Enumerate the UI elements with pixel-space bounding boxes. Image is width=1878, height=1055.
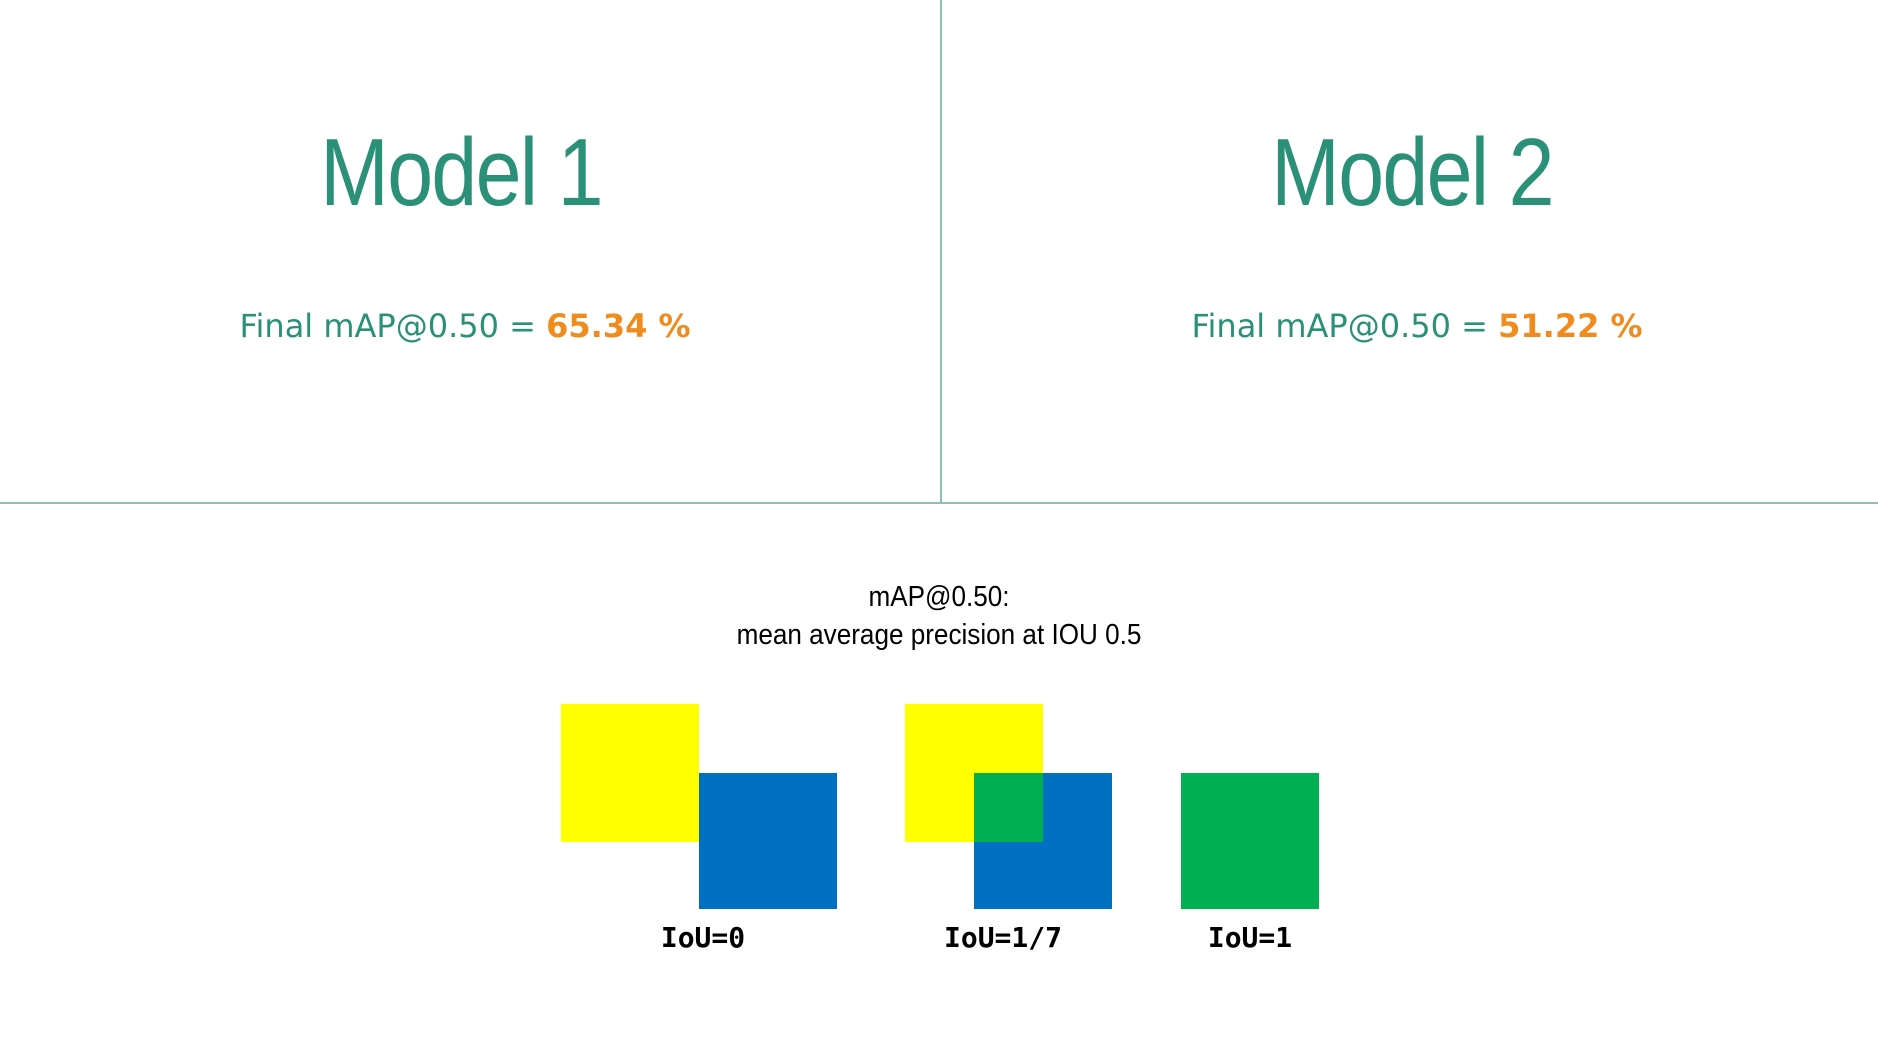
iou-partial-overlap bbox=[974, 773, 1043, 842]
model-1-metric-value: 65.34 % bbox=[546, 307, 691, 345]
map-explanation: mAP@0.50: mean average precision at IOU … bbox=[94, 578, 1784, 654]
model-1-metric-label: Final mAP@0.50 = bbox=[239, 307, 547, 345]
iou-1-label: IoU=1 bbox=[1207, 921, 1293, 954]
model-1-metric: Final mAP@0.50 = 65.34 % bbox=[0, 304, 940, 348]
model-1-panel: Model 1 Final mAP@0.50 = 65.34 % bbox=[0, 0, 940, 502]
iou-0-label: IoU=0 bbox=[660, 921, 746, 954]
model-1-title: Model 1 bbox=[320, 119, 603, 226]
iou-1-box bbox=[1181, 773, 1319, 909]
model-2-panel: Model 2 Final mAP@0.50 = 51.22 % bbox=[942, 0, 1878, 502]
horizontal-divider bbox=[0, 502, 1878, 504]
iou-0-blue-box bbox=[699, 773, 837, 909]
map-explanation-line-2: mean average precision at IOU 0.5 bbox=[736, 619, 1142, 651]
map-explanation-line-1: mAP@0.50: bbox=[868, 581, 1010, 613]
iou-partial-label: IoU=1/7 bbox=[943, 921, 1062, 954]
vertical-divider bbox=[940, 0, 942, 502]
model-2-metric-value: 51.22 % bbox=[1498, 307, 1643, 345]
model-2-metric-label: Final mAP@0.50 = bbox=[1191, 307, 1499, 345]
model-2-title: Model 2 bbox=[1271, 119, 1554, 226]
iou-0-yellow-box bbox=[561, 704, 699, 842]
model-2-metric: Final mAP@0.50 = 51.22 % bbox=[956, 304, 1878, 348]
